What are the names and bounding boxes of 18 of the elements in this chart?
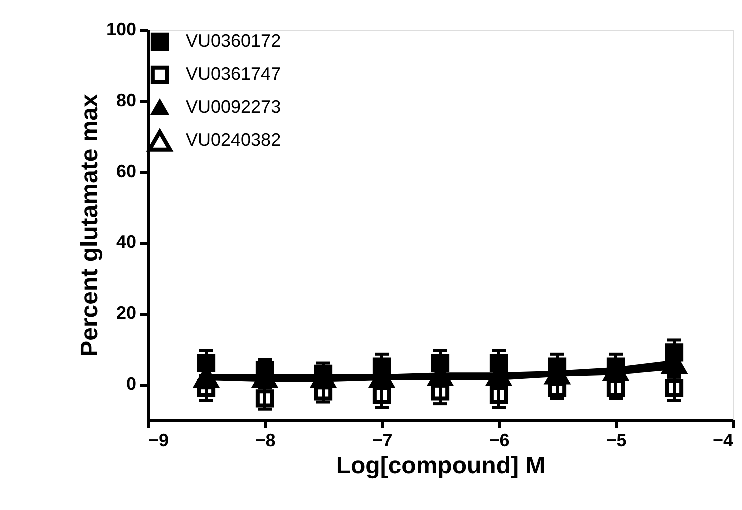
x-tick-label: −6: [489, 430, 510, 450]
x-tick-label: −8: [255, 430, 276, 450]
x-axis-title: Log[compound] M: [336, 452, 546, 480]
legend-label: VU0361747: [186, 64, 282, 84]
y-tick-label: 40: [116, 232, 136, 252]
legend-label: VU0092273: [186, 97, 282, 117]
x-tick-label: −4: [712, 430, 734, 450]
y-tick-label: 20: [116, 303, 136, 324]
x-tick-label: −5: [606, 430, 627, 450]
legend-label: VU0360172: [186, 31, 282, 51]
x-tick-label: −7: [372, 430, 393, 450]
y-axis-title: Percent glutamate max: [76, 93, 104, 357]
y-tick-label: 0: [126, 374, 136, 394]
y-tick-label: 60: [116, 161, 136, 182]
y-tick-label: 100: [106, 20, 136, 40]
y-tick-label: 80: [116, 90, 136, 110]
legend-label: VU0240382: [186, 130, 282, 150]
x-tick-label: −9: [148, 430, 170, 450]
